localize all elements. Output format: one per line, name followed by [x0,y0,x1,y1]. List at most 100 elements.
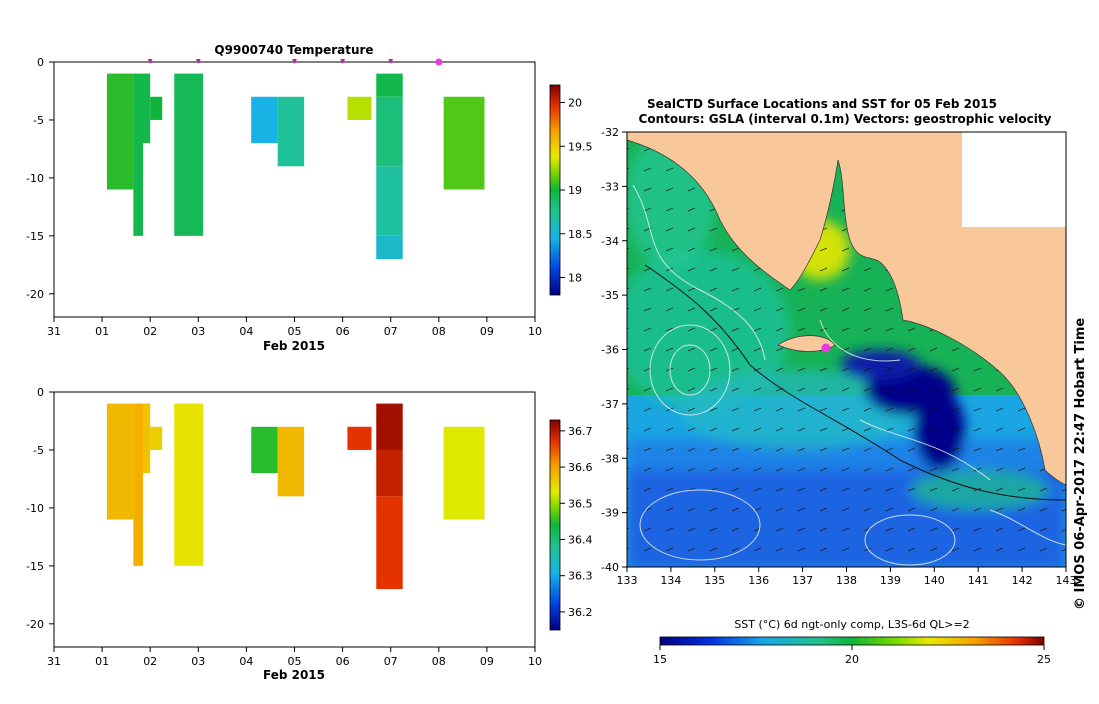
data-cell [376,496,403,590]
lat-tick-label: -39 [601,507,619,520]
lon-tick-label: 137 [792,574,813,587]
data-cell [443,96,485,190]
sst-colorbar-tick-label: 15 [653,653,667,666]
x-tick-label: 07 [384,325,398,338]
lat-tick-label: -40 [601,561,619,574]
salinity-panel: 31 01 02 03 04 05 06 07 08 09 10 0 -5 -10 -15 -20 Feb 2… [26,386,592,682]
colorbar-tick-label: 19 [568,184,582,197]
y-tick-label: -15 [26,230,44,243]
map-nodata-region [962,132,1066,227]
x-tick-label: 04 [239,655,253,668]
seal-location-marker [821,343,831,353]
kangaroo-island [777,335,836,352]
map-axes: 133 134 135 136 137 138 139 140 141 142 143 -32 -33 -… [601,126,1076,587]
temperature-cells [106,73,485,260]
data-cell [376,73,403,97]
colorbar-tick-label: 20 [568,97,582,110]
data-cell [174,403,204,566]
data-cell [443,426,485,520]
sst-colorbar-tick-label: 20 [845,653,859,666]
colorbar-tick-label: 36.3 [568,570,593,583]
temperature-panel: Q9900740 Temperature 31 01 02 03 04 05 06 07 08 0… [26,43,592,353]
salinity-cells [106,403,485,590]
data-cell [106,403,134,520]
salinity-colorbar-ticks: 36.2 36.3 36.4 36.5 36.6 36.7 [560,425,593,619]
land [627,132,1066,486]
y-tick-label: -5 [33,114,44,127]
data-cell [251,426,278,474]
data-cell [277,96,305,167]
x-tick-label: 31 [47,325,61,338]
y-tick-label: -15 [26,560,44,573]
shelf-break-line [644,264,1066,501]
y-tick-label: -10 [26,172,44,185]
lat-tick-label: -37 [601,398,619,411]
profile-marker [195,59,201,64]
current-profile-marker [435,58,443,66]
y-tick-label: 0 [37,386,44,399]
x-tick-label: 09 [480,655,494,668]
sst-colorbar-label: SST (°C) 6d ngt-only comp, L3S-6d QL>=2 [734,618,969,631]
colorbar-tick-label: 36.6 [568,461,593,474]
x-tick-label: 05 [288,325,302,338]
colorbar-tick-label: 36.4 [568,533,593,546]
lat-tick-label: -35 [601,289,619,302]
lon-tick-label: 143 [1056,574,1077,587]
salinity-xlabel: Feb 2015 [263,668,325,682]
lat-tick-label: -34 [601,235,619,248]
x-tick-label: 02 [143,325,157,338]
data-cell [376,403,403,450]
lon-tick-label: 140 [924,574,945,587]
x-tick-label: 05 [288,655,302,668]
x-tick-label: 10 [528,325,542,338]
x-tick-label: 04 [239,325,253,338]
x-tick-label: 02 [143,655,157,668]
colorbar-tick-label: 36.7 [568,425,593,438]
profile-marker [340,59,346,64]
map-subtitle: Contours: GSLA (interval 0.1m) Vectors: … [639,112,1052,126]
x-tick-label: 01 [95,655,109,668]
data-cell [251,96,278,144]
temperature-xlabel: Feb 2015 [263,339,325,353]
salinity-colorbar [549,419,561,631]
profile-marker [292,59,297,64]
lat-tick-label: -38 [601,452,619,465]
salinity-axes: 31 01 02 03 04 05 06 07 08 09 10 0 -5 -10 -15 -20 [26,386,542,668]
sst-colorbar [659,636,1045,646]
data-cell [150,426,163,450]
colorbar-tick-label: 18.5 [568,228,593,241]
lon-tick-label: 133 [617,574,638,587]
y-tick-label: -20 [26,288,44,301]
x-tick-label: 10 [528,655,542,668]
colorbar-tick-label: 36.5 [568,497,593,510]
x-tick-label: 08 [432,325,446,338]
y-tick-label: 0 [37,56,44,69]
map-title: SealCTD Surface Locations and SST for 05… [647,97,997,111]
temperature-colorbar-ticks: 18 18.5 19 19.5 20 [560,97,593,285]
y-tick-label: -10 [26,502,44,515]
lon-tick-label: 142 [1012,574,1033,587]
colorbar-tick-label: 19.5 [568,140,593,153]
lat-tick-label: -32 [601,126,619,139]
lon-tick-label: 134 [660,574,681,587]
lon-tick-label: 139 [880,574,901,587]
colorbar-tick-label: 36.2 [568,606,593,619]
data-cell [376,96,403,167]
x-tick-label: 07 [384,655,398,668]
data-cell [142,403,151,474]
data-cell [347,96,372,120]
x-tick-label: 03 [191,325,205,338]
profile-marker [388,59,394,64]
data-cell [174,73,204,236]
sst-colorbar-ticks: 15 20 25 [653,645,1051,666]
data-cell [347,426,372,450]
data-cell [150,96,163,120]
x-tick-label: 09 [480,325,494,338]
data-cell [376,449,403,497]
lon-tick-label: 141 [968,574,989,587]
temperature-axes: 31 01 02 03 04 05 06 07 08 09 10 0 -5 -10 -15 -20 [26,56,542,338]
x-tick-label: 06 [336,655,350,668]
lon-tick-label: 135 [704,574,725,587]
